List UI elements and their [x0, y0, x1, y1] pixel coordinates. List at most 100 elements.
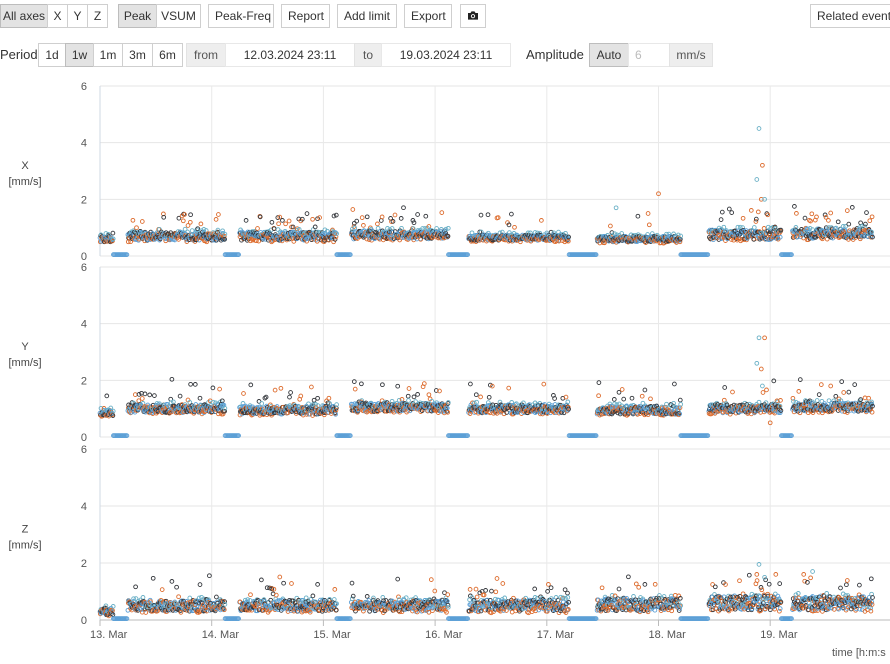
data-point-series-1	[796, 389, 802, 394]
data-point-series-1	[648, 396, 653, 402]
data-point-series-2	[290, 224, 296, 230]
data-point-series-1	[187, 219, 193, 225]
data-point-series-2	[380, 382, 385, 388]
data-point-outlier	[754, 360, 760, 366]
data-point-series-1	[439, 210, 445, 215]
data-point-outlier	[613, 205, 619, 211]
data-point-series-2	[354, 218, 360, 224]
data-point-series-2	[566, 234, 571, 240]
data-point-series-2	[401, 205, 406, 211]
data-point-series-3	[294, 236, 300, 242]
related-events-button[interactable]: Related events	[810, 4, 890, 28]
data-point-series-2	[677, 397, 683, 403]
data-point-series-2	[310, 593, 316, 599]
data-point-series-1	[159, 587, 165, 592]
data-point-series-1	[289, 224, 294, 230]
data-point-series-2	[677, 236, 683, 242]
data-point-series-2	[846, 389, 852, 395]
data-point-series-2	[359, 381, 364, 387]
data-point-series-2	[616, 389, 622, 395]
to-date-input[interactable]: 19.03.2024 23:11	[381, 43, 511, 67]
data-point-series-2	[195, 226, 201, 232]
period-1d-button[interactable]: 1d	[38, 43, 66, 67]
data-point-series-1	[828, 383, 834, 389]
axes-y-button[interactable]: Y	[67, 4, 88, 28]
data-point-series-1	[506, 385, 512, 391]
data-point-series-3	[705, 252, 711, 257]
data-point-series-1	[730, 389, 735, 395]
data-point-series-1	[241, 391, 246, 396]
screenshot-button[interactable]	[460, 4, 486, 28]
add-limit-button[interactable]: Add limit	[337, 4, 397, 28]
data-point-series-2	[445, 233, 451, 239]
data-point-outlier	[762, 335, 767, 341]
data-point-series-4	[222, 231, 228, 237]
data-point-series-1	[254, 238, 259, 244]
data-point-series-2	[174, 584, 179, 590]
data-point-series-2	[281, 580, 286, 586]
data-point-series-1	[182, 212, 187, 217]
export-button[interactable]: Export	[404, 4, 452, 28]
data-point-series-1	[139, 396, 145, 401]
data-point-series-1	[809, 211, 815, 217]
data-point-series-2	[477, 229, 483, 235]
data-point-series-1	[130, 217, 136, 223]
data-point-series-4	[110, 236, 116, 242]
data-point-series-1	[248, 592, 253, 598]
data-point-series-2	[331, 213, 337, 219]
data-point-series-4	[756, 399, 762, 405]
period-6m-button[interactable]: 6m	[152, 43, 183, 67]
report-button[interactable]: Report	[281, 4, 330, 28]
peak-freq-button[interactable]: Peak-Freq	[208, 4, 274, 28]
axes-x-button[interactable]: X	[47, 4, 68, 28]
data-point-series-1	[844, 208, 850, 213]
data-point-series-1	[277, 574, 283, 580]
mode-vsum-button[interactable]: VSUM	[156, 4, 201, 28]
data-point-series-4	[385, 226, 390, 231]
data-point-series-2	[835, 219, 841, 225]
data-point-series-4	[474, 399, 479, 405]
data-point-series-1	[823, 214, 829, 220]
data-point-series-4	[220, 228, 225, 234]
data-point-series-3	[593, 252, 599, 257]
from-date-input[interactable]: 12.03.2024 23:11	[225, 43, 355, 67]
data-point-series-4	[201, 227, 207, 232]
data-point-outlier	[756, 335, 762, 341]
axes-all-button[interactable]: All axes	[0, 4, 48, 28]
period-selector: 1d 1w 1m 3m 6m	[38, 43, 183, 67]
data-point-series-2	[415, 212, 420, 217]
data-point-series-1	[276, 221, 281, 227]
data-point-series-2	[797, 377, 803, 382]
data-point-series-1	[132, 392, 138, 397]
data-point-series-2	[147, 392, 153, 398]
data-point-series-2	[308, 231, 313, 237]
period-label: Period	[0, 47, 38, 62]
data-point-series-2	[473, 392, 479, 398]
data-point-series-2	[411, 394, 417, 400]
data-point-series-1	[255, 226, 260, 231]
data-point-series-1	[278, 385, 284, 391]
data-point-series-2	[275, 215, 281, 220]
data-point-series-2	[197, 395, 203, 401]
data-point-series-1	[828, 210, 834, 216]
data-point-series-2	[288, 390, 293, 395]
data-point-series-1	[379, 214, 385, 220]
data-point-series-2	[415, 392, 420, 397]
data-point-series-1	[326, 395, 332, 401]
amplitude-auto-button[interactable]: Auto	[589, 43, 629, 67]
data-point-series-4	[721, 224, 727, 230]
axes-z-button[interactable]: Z	[87, 4, 108, 28]
data-point-series-1	[495, 215, 501, 220]
data-point-series-1	[867, 218, 873, 224]
data-point-series-1	[646, 222, 652, 228]
data-point-series-3	[347, 252, 353, 257]
data-point-series-1	[794, 211, 799, 216]
period-3m-button[interactable]: 3m	[122, 43, 153, 67]
period-1w-button[interactable]: 1w	[65, 43, 94, 67]
data-point-series-1	[221, 233, 227, 239]
mode-peak-button[interactable]: Peak	[118, 4, 157, 28]
data-point-series-2	[478, 212, 484, 218]
data-point-series-4	[275, 227, 281, 232]
data-point-series-4	[215, 227, 221, 233]
